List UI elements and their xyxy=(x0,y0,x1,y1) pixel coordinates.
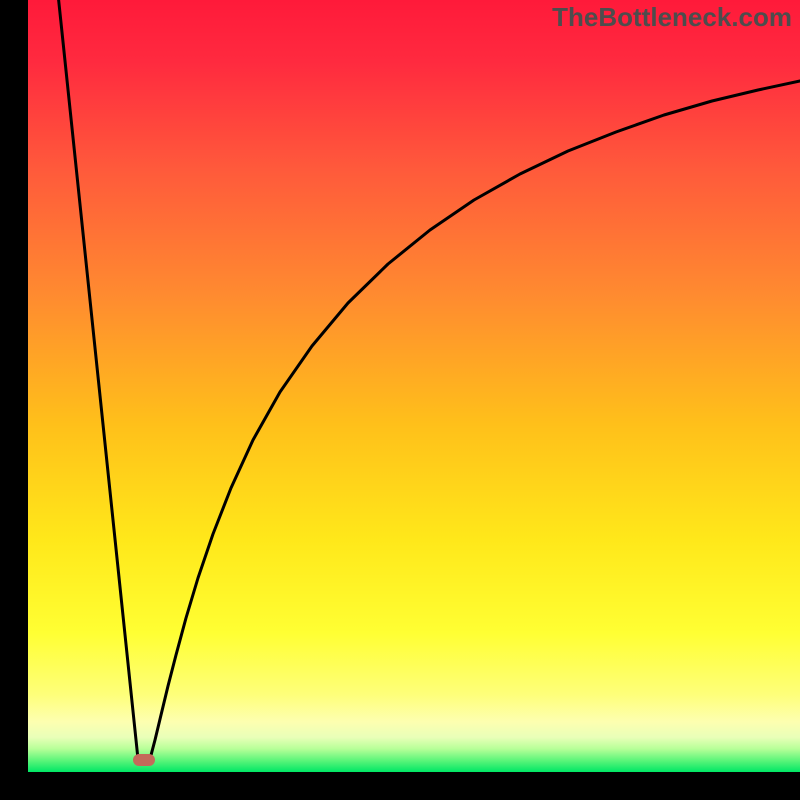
right-curve xyxy=(150,81,800,759)
bottleneck-marker xyxy=(133,754,155,766)
watermark-text: TheBottleneck.com xyxy=(552,2,792,33)
curve-layer xyxy=(28,0,800,772)
left-curve xyxy=(58,0,138,759)
plot-area xyxy=(28,0,800,772)
